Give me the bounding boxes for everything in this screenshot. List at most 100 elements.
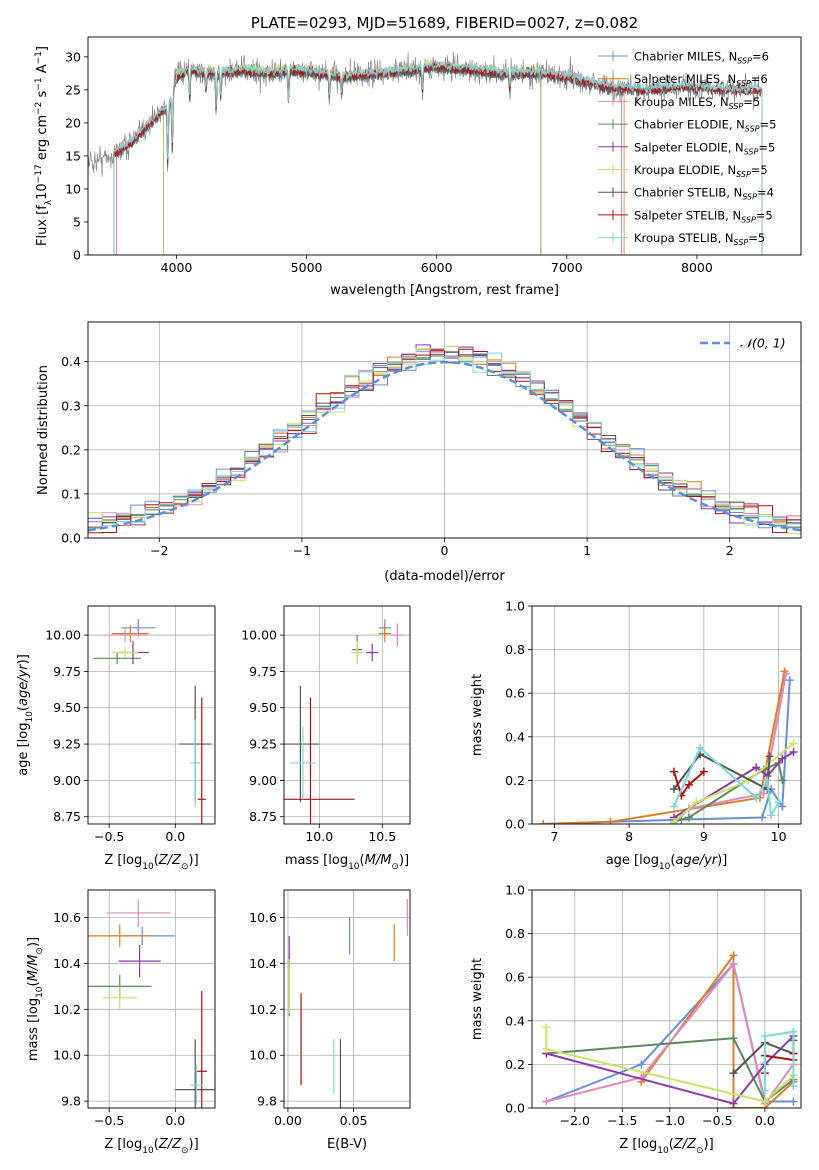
y-tick-label: 30 xyxy=(65,49,81,64)
weight-marker xyxy=(767,811,776,820)
weight-series-0 xyxy=(543,680,791,824)
y-tick-label: 10.2 xyxy=(53,1002,81,1017)
weight-series-5 xyxy=(545,1027,795,1103)
weight-marker xyxy=(542,1097,551,1106)
weight-series-6 xyxy=(673,752,771,791)
model-spectrum-0 xyxy=(116,64,622,255)
y-tick-label: 9.00 xyxy=(53,773,81,788)
y-axis-label: mass weight xyxy=(470,674,485,756)
y-tick-label: 15 xyxy=(65,148,81,163)
x-tick-label: 0.0 xyxy=(755,1113,775,1128)
legend-label: Kroupa STELIB, NSSP=5 xyxy=(634,231,765,247)
weight-marker xyxy=(752,793,761,802)
y-tick-label: 0.3 xyxy=(61,398,81,413)
y-tick-label: 1.0 xyxy=(505,599,525,614)
x-tick-label: 2 xyxy=(726,543,734,558)
x-tick-label: −1 xyxy=(293,543,311,558)
weight-marker xyxy=(765,752,774,761)
legend: 𝒩(0, 1) xyxy=(700,336,786,351)
weight-marker xyxy=(684,780,693,789)
data-point-1 xyxy=(111,624,149,643)
plot-area xyxy=(88,51,763,255)
plot-age_vs_mass: 10.0 10.5 8.75 9.00 9.25 9.50 9.75 10.00 mass [l… xyxy=(241,605,411,872)
plot-mass_vs_Z: −0.5 0.0 9.8 10.0 10.2 10.4 10.6 Z [log10(Z/Z⊙)… xyxy=(26,889,216,1156)
weight-marker xyxy=(760,1097,769,1106)
axes-frame xyxy=(87,36,802,256)
x-tick-label: 4000 xyxy=(161,260,193,275)
weight-marker xyxy=(778,754,787,763)
normal-curve xyxy=(88,360,801,532)
y-tick-label: 0 xyxy=(73,248,81,263)
plot-area xyxy=(284,619,404,824)
axes-frame xyxy=(87,605,216,825)
x-tick-label: 10.0 xyxy=(305,829,333,844)
y-tick-label: 9.50 xyxy=(53,700,81,715)
weight-marker xyxy=(669,767,678,776)
weight-series-1 xyxy=(543,671,786,824)
x-tick-label: −1.5 xyxy=(607,1113,637,1128)
weight-series-1 xyxy=(640,952,795,1108)
plot-area xyxy=(288,899,408,1108)
plot-spectrum: 4000 5000 6000 7000 8000 0 5 10 15 20 25 30 PLATE=02… xyxy=(34,14,802,298)
legend-label: Salpeter STELIB, NSSP=5 xyxy=(634,208,773,224)
x-axis-label: Z [log10(Z/Z⊙)] xyxy=(104,1137,198,1156)
y-tick-label: 10.6 xyxy=(249,910,277,925)
data-point-2 xyxy=(106,899,171,927)
weight-marker xyxy=(759,789,768,798)
data-point-3 xyxy=(93,652,141,665)
y-axis-label: Normed distribution xyxy=(36,365,51,495)
weight-marker xyxy=(774,798,783,807)
x-tick-label: 0 xyxy=(441,543,449,558)
histogram-7 xyxy=(88,348,801,534)
weight-marker xyxy=(760,1032,769,1041)
data-point-7 xyxy=(196,990,208,1108)
y-tick-label: 10.6 xyxy=(53,910,81,925)
y-axis-label: age [log10(age/yr)] xyxy=(16,654,35,776)
data-point-5 xyxy=(102,986,137,1010)
y-tick-label: 10.00 xyxy=(45,628,81,643)
weight-marker xyxy=(729,960,738,969)
legend-label: Kroupa ELODIE, NSSP=5 xyxy=(634,163,768,179)
x-tick-label: 8000 xyxy=(681,260,713,275)
weight-marker xyxy=(669,817,678,824)
legend-label: Salpeter ELODIE, NSSP=5 xyxy=(634,140,775,156)
data-point-5 xyxy=(111,646,139,659)
axes-frame xyxy=(283,605,411,825)
x-tick-label: −0.5 xyxy=(94,1113,124,1128)
y-tick-label: 9.75 xyxy=(249,664,277,679)
y-tick-label: 5 xyxy=(73,214,81,229)
y-tick-label: 9.50 xyxy=(249,700,277,715)
weight-marker xyxy=(637,1060,646,1069)
weight-marker xyxy=(789,748,798,757)
y-tick-label: 0.4 xyxy=(505,1013,525,1028)
y-tick-label: 25 xyxy=(65,82,81,97)
plot-area xyxy=(93,619,212,824)
y-tick-label: 10.4 xyxy=(53,956,81,971)
x-tick-label: 5000 xyxy=(291,260,323,275)
data-point-8 xyxy=(189,1064,204,1106)
x-tick-label: −2.0 xyxy=(560,1113,590,1128)
data-point-6 xyxy=(175,1039,215,1108)
chart-title: PLATE=0293, MJD=51689, FIBERID=0027, z=0… xyxy=(251,14,638,32)
y-tick-label: 0.6 xyxy=(505,970,525,985)
x-tick-label: 6000 xyxy=(421,260,453,275)
weight-marker xyxy=(684,813,693,822)
weight-marker xyxy=(729,1034,738,1043)
weight-marker xyxy=(752,763,761,772)
weight-marker xyxy=(539,820,548,824)
y-tick-label: 10.4 xyxy=(249,956,277,971)
plot-area xyxy=(88,899,215,1108)
data-point-1 xyxy=(88,924,153,948)
weight-marker xyxy=(778,776,787,785)
legend-label: Chabrier ELODIE, NSSP=5 xyxy=(634,118,776,134)
weight-marker xyxy=(789,1027,798,1036)
plot-age_vs_Z: −0.5 0.0 8.75 9.00 9.25 9.50 9.75 10.00 Z [log10… xyxy=(16,605,216,872)
weight-marker xyxy=(758,813,767,822)
x-axis-label: mass [log10(M/M⊙)] xyxy=(285,853,409,872)
weight-marker xyxy=(699,767,708,776)
axes-frame xyxy=(87,889,216,1109)
x-tick-label: 10.5 xyxy=(368,829,396,844)
data-point-4 xyxy=(118,945,161,978)
y-tick-label: 9.75 xyxy=(53,664,81,679)
